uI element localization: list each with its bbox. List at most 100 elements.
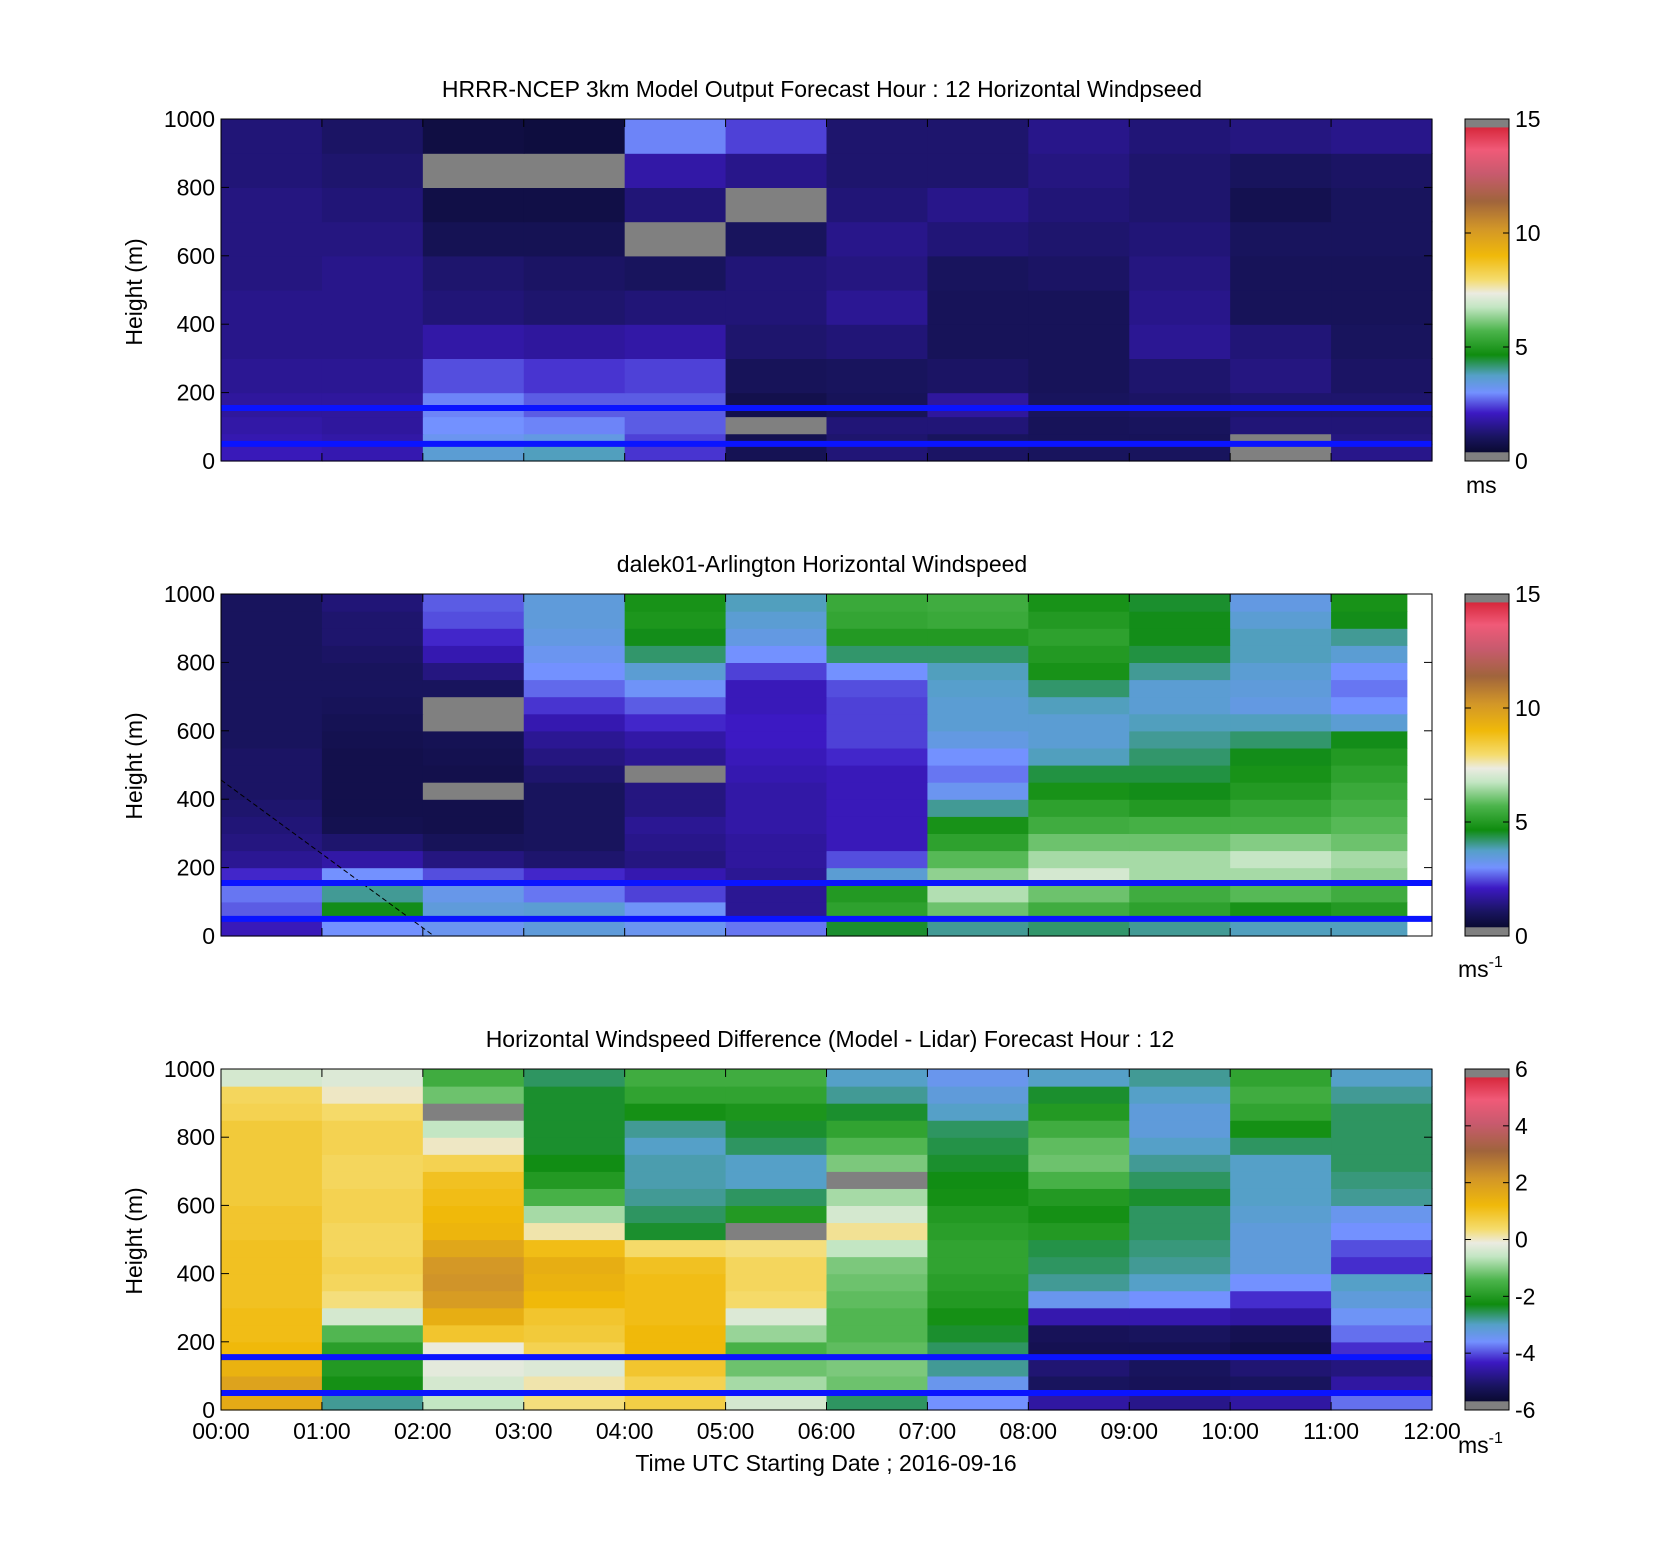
heatmap-cell bbox=[221, 443, 323, 462]
heatmap-cell bbox=[624, 816, 727, 834]
heatmap-cell bbox=[321, 1273, 424, 1292]
heatmap-cell bbox=[624, 594, 727, 612]
heatmap-cell bbox=[523, 594, 626, 612]
heatmap-cell bbox=[1129, 679, 1231, 698]
heatmap-cell bbox=[1028, 901, 1130, 920]
heatmap-cell bbox=[826, 1273, 929, 1292]
panel-2-y-ticks: 0 200 400 600 800 1000 bbox=[164, 581, 1432, 949]
y-tick-label: 200 bbox=[177, 855, 215, 881]
heatmap-cell bbox=[422, 1290, 525, 1309]
heatmap-cell bbox=[624, 1273, 727, 1292]
heatmap-cell bbox=[1028, 816, 1130, 834]
lidar-windspeed-panel: dalek01-Arlington Horizontal Windspeed H… bbox=[121, 551, 1541, 982]
heatmap-cell bbox=[927, 730, 1029, 749]
colorbar-tick-label: 0 bbox=[1515, 1227, 1528, 1253]
heatmap-cell bbox=[422, 594, 525, 612]
heatmap-cell bbox=[221, 255, 323, 291]
heatmap-cell bbox=[422, 611, 525, 629]
heatmap-cell bbox=[1230, 1154, 1332, 1172]
heatmap-cell bbox=[624, 713, 727, 732]
x-tick-label: 01:00 bbox=[293, 1418, 351, 1444]
heatmap-cell bbox=[523, 628, 626, 646]
heatmap-cell bbox=[624, 290, 727, 325]
heatmap-cell bbox=[1129, 816, 1231, 834]
heatmap-cell bbox=[422, 1307, 525, 1326]
x-tick-label: 11:00 bbox=[1303, 1418, 1359, 1444]
heatmap-cell bbox=[1331, 833, 1408, 852]
heatmap-cell bbox=[221, 628, 323, 646]
heatmap-cell bbox=[1331, 850, 1408, 869]
heatmap-cell bbox=[523, 1154, 626, 1172]
heatmap-cell bbox=[321, 747, 424, 766]
heatmap-cell bbox=[1028, 221, 1130, 257]
panel-2-colorbar-ticks: 0 5 10 15 bbox=[1465, 581, 1541, 949]
heatmap-cell bbox=[927, 918, 1029, 937]
x-tick-label: 08:00 bbox=[1000, 1418, 1058, 1444]
heatmap-cell bbox=[1331, 221, 1433, 257]
heatmap-cell bbox=[523, 1290, 626, 1309]
heatmap-cell bbox=[624, 1103, 727, 1121]
heatmap-cell bbox=[1331, 1188, 1433, 1206]
heatmap-cell bbox=[725, 290, 828, 325]
heatmap-cell bbox=[1331, 392, 1433, 418]
heatmap-cell bbox=[1129, 833, 1231, 852]
heatmap-cell bbox=[1028, 392, 1130, 418]
heatmap-cell bbox=[624, 1324, 727, 1343]
heatmap-cell bbox=[725, 782, 828, 800]
heatmap-cell bbox=[523, 833, 626, 852]
heatmap-cell bbox=[1028, 833, 1130, 852]
heatmap-cell bbox=[422, 1222, 525, 1241]
heatmap-cell bbox=[927, 255, 1029, 291]
heatmap-cell bbox=[321, 1069, 424, 1087]
heatmap-cell bbox=[422, 1120, 525, 1138]
heatmap-cell bbox=[321, 1154, 424, 1172]
heatmap-cell bbox=[725, 884, 828, 903]
heatmap-cell bbox=[1129, 799, 1231, 817]
heatmap-cell bbox=[221, 1137, 323, 1155]
heatmap-cell bbox=[422, 1324, 525, 1343]
heatmap-cell bbox=[927, 416, 1029, 435]
heatmap-cell bbox=[1230, 443, 1332, 462]
heatmap-cell bbox=[927, 1239, 1029, 1258]
heatmap-cell bbox=[624, 1239, 727, 1258]
heatmap-cell bbox=[826, 782, 929, 800]
heatmap-cell bbox=[826, 443, 929, 462]
heatmap-cell bbox=[1230, 782, 1332, 800]
heatmap-cell bbox=[422, 850, 525, 869]
heatmap-cell bbox=[725, 1358, 828, 1377]
heatmap-cell bbox=[1230, 833, 1332, 852]
heatmap-cell bbox=[1331, 433, 1433, 445]
heatmap-cell bbox=[321, 713, 424, 732]
heatmap-cell bbox=[422, 884, 525, 903]
heatmap-cell bbox=[826, 1171, 929, 1189]
colorbar-tick-label: 4 bbox=[1515, 1113, 1528, 1139]
heatmap-cell bbox=[321, 918, 424, 937]
heatmap-cell bbox=[523, 1120, 626, 1138]
heatmap-cell bbox=[927, 611, 1029, 629]
heatmap-cell bbox=[1129, 1307, 1231, 1326]
heatmap-cell bbox=[321, 443, 424, 462]
heatmap-cell bbox=[321, 1222, 424, 1241]
heatmap-cell bbox=[221, 611, 323, 629]
heatmap-cell bbox=[725, 1086, 828, 1104]
heatmap-cell bbox=[1230, 1086, 1332, 1104]
heatmap-cell bbox=[826, 799, 929, 817]
heatmap-cell bbox=[725, 358, 828, 394]
panel-1-x-ticks bbox=[220, 119, 1433, 461]
heatmap-cell bbox=[1129, 747, 1231, 766]
heatmap-cell bbox=[1129, 221, 1231, 257]
heatmap-cell bbox=[422, 443, 525, 462]
heatmap-cell bbox=[523, 679, 626, 698]
heatmap-cell bbox=[1230, 713, 1332, 732]
heatmap-cell bbox=[1331, 1069, 1433, 1087]
heatmap-cell bbox=[826, 747, 929, 766]
heatmap-cell bbox=[1230, 679, 1332, 698]
heatmap-cell bbox=[523, 324, 626, 359]
heatmap-cell bbox=[221, 782, 323, 800]
heatmap-cell bbox=[1028, 187, 1130, 223]
x-tick-label: 05:00 bbox=[697, 1418, 755, 1444]
heatmap-cell bbox=[725, 1171, 828, 1189]
heatmap-cell bbox=[321, 696, 424, 715]
heatmap-cell bbox=[725, 1307, 828, 1326]
heatmap-cell bbox=[826, 833, 929, 852]
